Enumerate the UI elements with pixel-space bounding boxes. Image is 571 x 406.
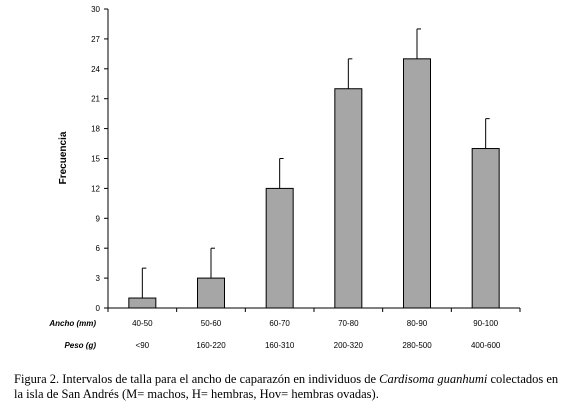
y-tick-label: 0 [96,304,101,313]
bars [128,58,500,309]
x-tick-label: 60-70 [269,319,290,328]
x-tick-label: 200-320 [334,341,364,350]
bar-40-50 [128,297,157,309]
x-tick-label: 50-60 [201,319,222,328]
x-tick-label: 160-220 [196,341,226,350]
y-tick-label: 12 [91,184,100,193]
bar-70-80 [334,88,363,309]
axes [107,9,521,312]
y-tick-label: 18 [91,125,100,134]
caption-species: Cardisoma guanhumi [379,372,488,386]
y-tick-label: 27 [91,35,100,44]
bar-60-70 [265,187,294,309]
y-tick-label: 21 [91,95,100,104]
caption-prefix: Figura 2. Intervalos de talla para el an… [14,372,380,386]
bar-chart: 0 3 6 9 12 15 18 21 24 27 30 Ancho (mm) 40-50 50-60 6… [48,5,521,350]
chart-area: 0 3 6 9 12 15 18 21 24 27 30 Ancho (mm) 40-50 50-60 6… [48,5,521,350]
y-tick-label: 15 [91,155,100,164]
y-axis-label: Frecuencia [58,131,69,184]
x-tick-label: 70-80 [338,319,359,328]
y-tick-label: 3 [96,274,101,283]
bar-50-60 [197,277,225,309]
x-tick-label: <90 [136,341,150,350]
y-tick-label: 30 [91,5,100,14]
x-category-rows: Ancho (mm) 40-50 50-60 60-70 70-80 80-90 90-10… [48,319,501,350]
y-tick-label: 6 [96,244,101,253]
y-tick-label: 9 [96,214,101,223]
x-tick-label: 80-90 [407,319,428,328]
x-tick-label: 40-50 [132,319,153,328]
x-tick-label: 90-100 [473,319,498,328]
x-tick-label: 280-500 [402,341,432,350]
bar-90-100 [471,148,500,309]
x-tick-label: 160-310 [265,341,295,350]
x-row-label: Ancho (mm) [48,319,96,328]
figure-caption: Figura 2. Intervalos de talla para el an… [14,372,564,402]
bar-80-90 [403,58,431,309]
x-row-label: Peso (g) [64,341,96,350]
caption-suffix: colectados en la isla de San Andrés (M= … [14,372,559,401]
error-bars [141,28,490,299]
y-tick-label: 24 [91,65,100,74]
x-tick-label: 400-600 [471,341,501,350]
y-ticks: 0 3 6 9 12 15 18 21 24 27 30 [91,5,108,313]
